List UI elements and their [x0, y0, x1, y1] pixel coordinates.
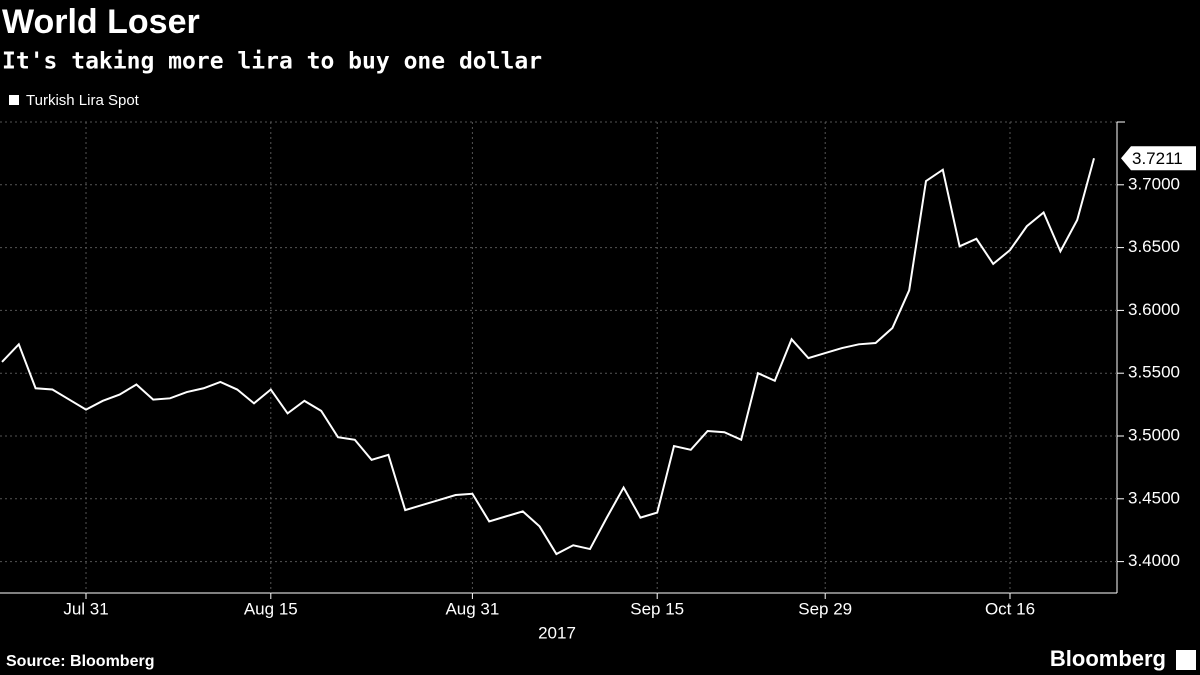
brand: Bloomberg	[1050, 646, 1166, 671]
legend-label: Turkish Lira Spot	[26, 92, 140, 109]
y-tick-label: 3.6500	[1128, 237, 1180, 256]
x-tick-label: Sep 29	[798, 599, 852, 618]
x-tick-label: Oct 16	[985, 599, 1035, 618]
brand-icon	[1176, 650, 1196, 670]
last-value-tag	[1121, 146, 1196, 171]
series-line	[1, 158, 1095, 556]
legend-swatch	[9, 95, 19, 105]
y-tick-label: 3.5000	[1128, 425, 1180, 444]
y-tick-label: 3.6000	[1128, 300, 1180, 319]
x-tick-label: Sep 15	[630, 599, 684, 618]
x-tick-label: Aug 31	[445, 599, 499, 618]
y-tick-label: 3.4000	[1128, 551, 1180, 570]
y-tick-label: 3.4500	[1128, 488, 1180, 507]
source: Source: Bloomberg	[6, 653, 154, 670]
y-tick-label: 3.5500	[1128, 363, 1180, 382]
chart-subtitle: It's taking more lira to buy one dollar	[2, 49, 542, 75]
y-tick-label: 3.7000	[1128, 174, 1180, 193]
x-axis-label: 2017	[538, 623, 576, 642]
last-value-label: 3.7211	[1132, 149, 1183, 168]
chart-title: World Loser	[2, 3, 200, 41]
x-tick-label: Aug 15	[244, 599, 298, 618]
x-tick-label: Jul 31	[63, 599, 108, 618]
